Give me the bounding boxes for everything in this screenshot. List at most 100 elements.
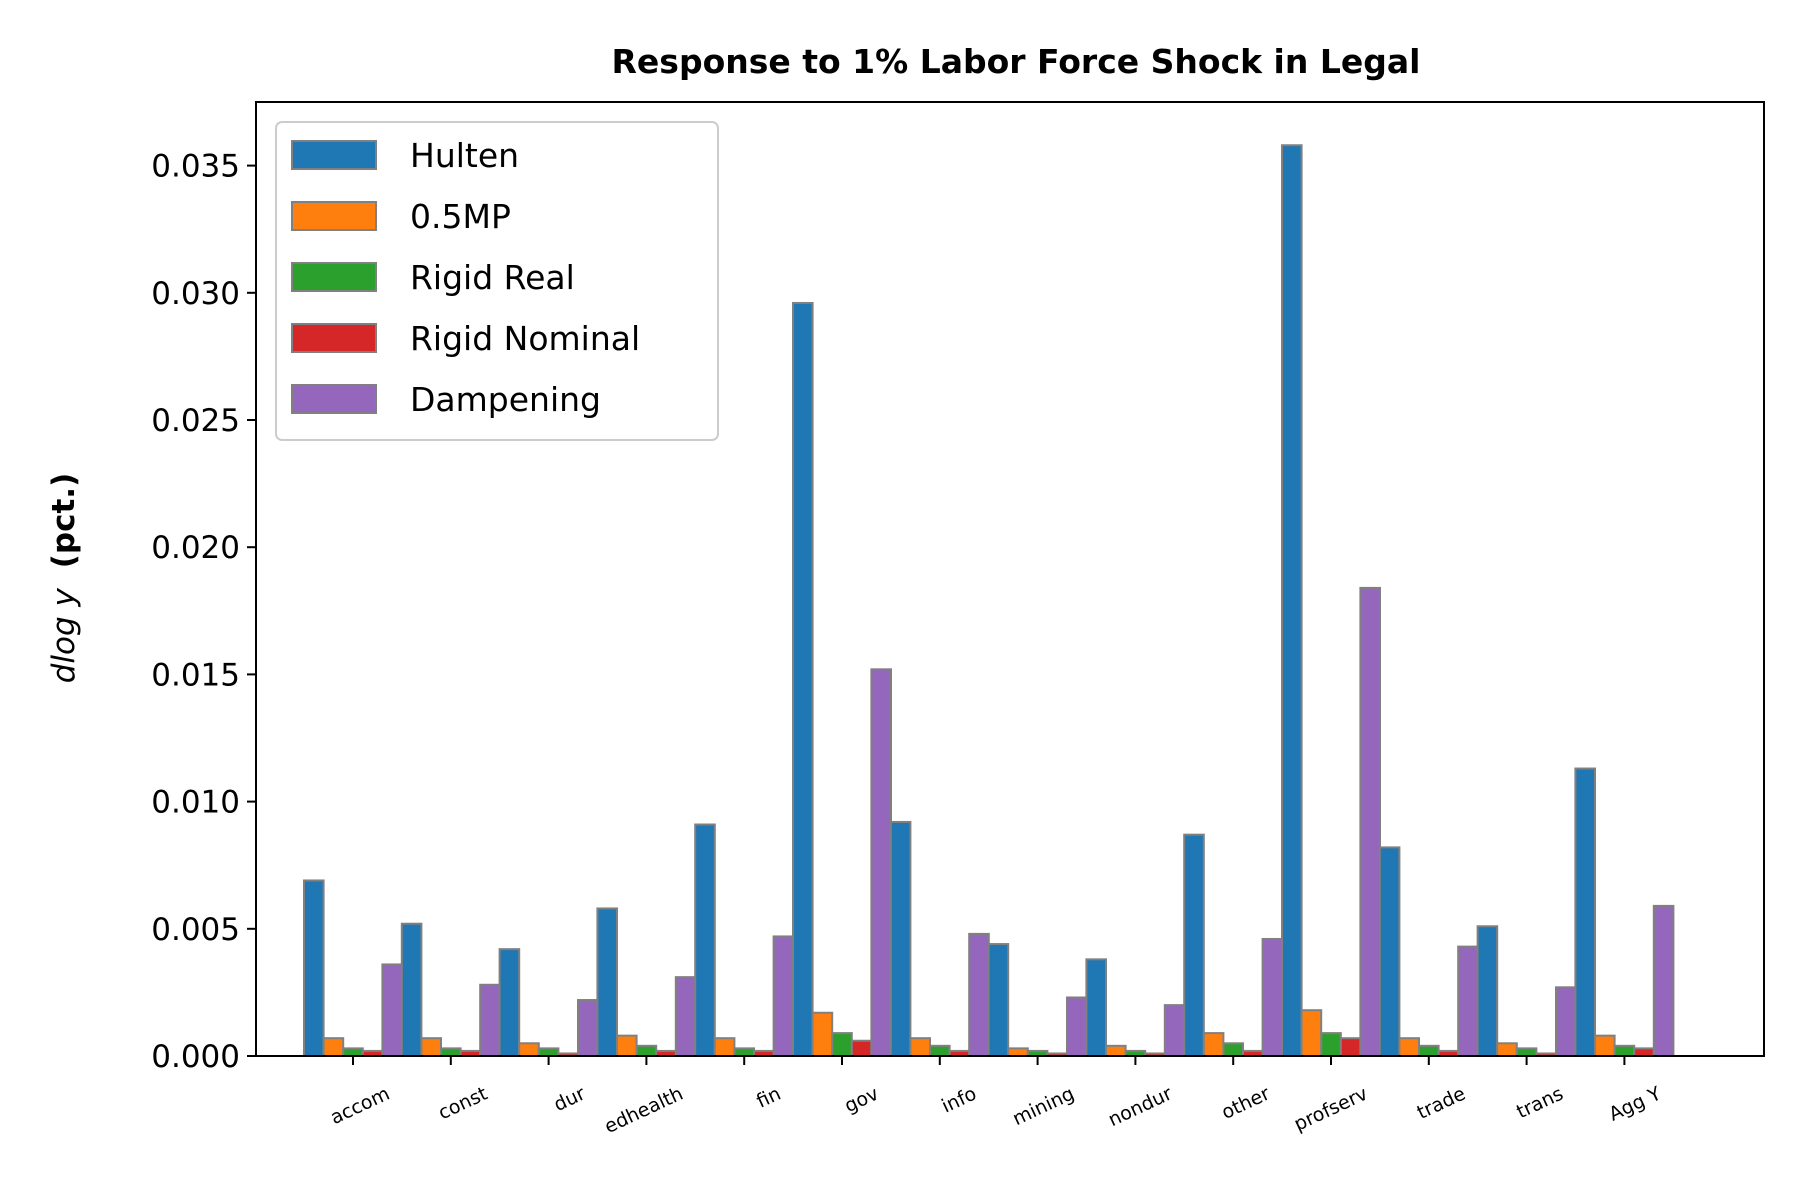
- bar-dampening-agg-y: [1652, 904, 1675, 1058]
- bar-hulten-nondur: [1085, 958, 1108, 1058]
- bar-0-5mp-mining: [1007, 1047, 1029, 1057]
- bar-rigid-real-other: [1222, 1042, 1245, 1058]
- bar-dampening-gov: [870, 668, 893, 1057]
- x-tick-label: mining: [1009, 1083, 1077, 1131]
- bar-hulten-trans: [1476, 925, 1499, 1058]
- bar-rigid-real-trans: [1515, 1047, 1538, 1057]
- y-tick-label: 0.035: [151, 149, 240, 185]
- y-tick-label: 0.030: [151, 276, 240, 312]
- legend-label: Dampening: [410, 380, 601, 419]
- bar-hulten-const: [400, 922, 423, 1058]
- bar-hulten-gov: [792, 301, 814, 1058]
- legend-label: Hulten: [410, 136, 519, 175]
- bar-0-5mp-other: [1202, 1032, 1225, 1057]
- bar-dampening-profserv: [1359, 586, 1382, 1058]
- bar-hulten-mining: [987, 943, 1010, 1057]
- bar-rigid-nominal-gov: [850, 1039, 873, 1057]
- bar-0-5mp-trans: [1496, 1042, 1518, 1058]
- bar-hulten-edhealth: [596, 907, 619, 1058]
- bar-rigid-real-accom: [342, 1047, 364, 1057]
- legend-swatch: [291, 384, 377, 414]
- chart-title: Response to 1% Labor Force Shock in Lega…: [612, 42, 1421, 81]
- bar-0-5mp-gov: [811, 1011, 834, 1057]
- bar-0-5mp-edhealth: [616, 1034, 638, 1058]
- legend-label: 0.5MP: [410, 197, 511, 236]
- bar-dampening-dur: [577, 999, 599, 1058]
- bar-dampening-other: [1261, 937, 1284, 1057]
- bar-hulten-other: [1183, 833, 1205, 1057]
- bar-rigid-real-trade: [1418, 1044, 1440, 1057]
- bar-hulten-agg-y: [1574, 767, 1597, 1058]
- legend-swatch: [291, 201, 377, 231]
- bar-rigid-real-fin: [733, 1047, 756, 1057]
- legend: Hulten 0.5MP Rigid Real Rigid Nominal Dampen…: [275, 121, 719, 441]
- bar-0-5mp-trade: [1398, 1037, 1421, 1057]
- y-axis-label-main: dlog y: [46, 587, 82, 683]
- plot-frame: [255, 101, 1765, 1057]
- bar-0-5mp-fin: [713, 1037, 736, 1057]
- bar-hulten-accom: [303, 879, 325, 1058]
- bar-hulten-profserv: [1281, 144, 1303, 1057]
- bars-group: [303, 144, 1675, 1058]
- bar-dampening-info: [968, 932, 990, 1058]
- legend-swatch: [291, 140, 377, 170]
- bar-dampening-edhealth: [674, 976, 697, 1058]
- legend-label: Rigid Real: [410, 258, 575, 297]
- x-tick-label: gov: [841, 1083, 882, 1118]
- y-tick-label: 0.000: [151, 1039, 240, 1075]
- bar-dampening-trade: [1457, 945, 1479, 1057]
- bar-0-5mp-profserv: [1300, 1009, 1323, 1058]
- x-tick-label: accom: [327, 1083, 393, 1129]
- y-tick-label: 0.010: [151, 785, 240, 821]
- bar-rigid-real-profserv: [1320, 1032, 1342, 1057]
- x-tick-label: info: [938, 1083, 980, 1118]
- bar-rigid-nominal-agg-y: [1633, 1047, 1655, 1057]
- bar-0-5mp-info: [909, 1037, 932, 1057]
- bar-rigid-real-agg-y: [1613, 1044, 1636, 1057]
- legend-swatch: [291, 323, 377, 353]
- bar-0-5mp-nondur: [1105, 1044, 1127, 1057]
- bar-dampening-trans: [1555, 986, 1577, 1057]
- bar-rigid-real-edhealth: [635, 1044, 658, 1057]
- y-axis-label-unit: (pct.): [46, 473, 82, 569]
- legend-frame: [275, 121, 719, 441]
- x-tick-label: fin: [753, 1083, 784, 1113]
- y-axis-label: dlog y (pct.): [46, 473, 82, 684]
- bar-rigid-real-const: [440, 1047, 462, 1057]
- y-tick-label: 0.020: [151, 530, 240, 566]
- x-tick-label: other: [1218, 1083, 1273, 1124]
- x-tick-label: trade: [1414, 1083, 1469, 1124]
- x-tick-label: edhealth: [601, 1083, 686, 1138]
- bar-hulten-trade: [1378, 846, 1401, 1058]
- bar-rigid-nominal-profserv: [1339, 1037, 1362, 1057]
- x-tick-label: const: [435, 1083, 491, 1125]
- legend-swatch: [291, 262, 377, 292]
- bar-rigid-real-dur: [537, 1047, 560, 1057]
- y-tick-label: 0.025: [151, 403, 240, 439]
- x-tick-label: dur: [550, 1083, 588, 1117]
- bar-0-5mp-accom: [322, 1037, 345, 1057]
- y-ticks-group: 0.000 0.005 0.010 0.015 0.020 0.025 0.030 0.035: [151, 149, 256, 1075]
- bar-0-5mp-agg-y: [1594, 1034, 1616, 1058]
- bar-dampening-fin: [772, 935, 795, 1057]
- bar-dampening-const: [479, 983, 501, 1058]
- bar-rigid-real-gov: [831, 1032, 853, 1057]
- x-tick-label: profserv: [1291, 1083, 1371, 1136]
- legend-label: Rigid Nominal: [410, 319, 640, 358]
- svg-text:dlog y (pct.): dlog y (pct.): [46, 473, 82, 684]
- y-tick-label: 0.005: [151, 912, 240, 948]
- y-tick-label: 0.015: [151, 657, 240, 693]
- bar-hulten-dur: [498, 948, 521, 1058]
- bar-dampening-mining: [1066, 996, 1088, 1057]
- bar-0-5mp-dur: [518, 1042, 540, 1058]
- bar-dampening-accom: [381, 963, 403, 1057]
- bar-0-5mp-const: [420, 1037, 442, 1057]
- x-ticks-group: accom const dur edhealth fin gov info mining non…: [327, 1056, 1665, 1138]
- bar-dampening-nondur: [1163, 1004, 1186, 1057]
- x-tick-label: Agg Y: [1606, 1082, 1665, 1125]
- bar-hulten-info: [889, 820, 912, 1058]
- x-tick-label: trans: [1513, 1083, 1567, 1124]
- x-tick-label: nondur: [1105, 1083, 1176, 1132]
- bar-rigid-real-info: [929, 1044, 951, 1057]
